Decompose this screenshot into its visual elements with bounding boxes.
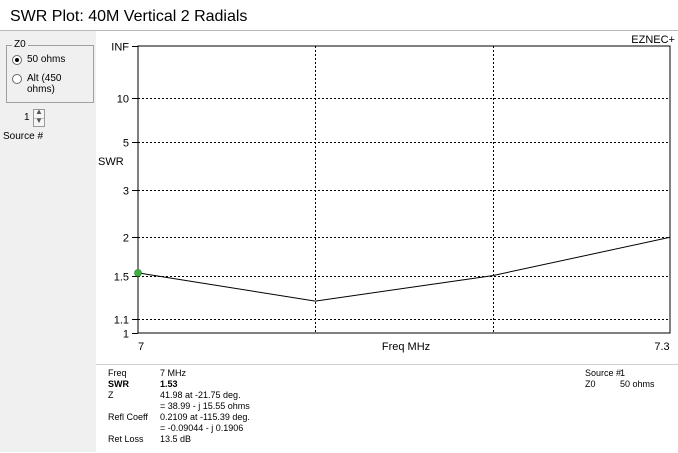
- y-tick-label: 3: [123, 186, 129, 198]
- spinner-up-button[interactable]: ▲: [34, 107, 44, 119]
- arrow-up-icon: ▲: [35, 107, 43, 116]
- spinner-down-button[interactable]: ▼: [34, 116, 44, 127]
- swr-value: 1.53: [160, 379, 178, 389]
- swr-plot-area[interactable]: INF 10 5 3 2 1.5 1.1 1 7 7.3 Freq MHz SWR EZNEC+: [96, 31, 678, 364]
- source-spinner[interactable]: ▲ ▼: [33, 107, 45, 127]
- y-tick-label: 10: [117, 94, 129, 106]
- x-axis-title: Freq MHz: [382, 341, 430, 353]
- radio-button-unchecked[interactable]: [12, 74, 22, 84]
- z0-option-50-ohms[interactable]: 50 ohms: [12, 54, 65, 65]
- frequency-marker: [134, 269, 142, 277]
- freq-label: Freq: [108, 368, 127, 378]
- y-axis-title: SWR: [98, 156, 124, 168]
- refl-coeff-rect: = -0.09044 - j 0.1906: [160, 423, 244, 433]
- x-tick-label-start: 7: [138, 341, 144, 353]
- y-tick-label: 5: [123, 138, 129, 150]
- ret-loss-value: 13.5 dB: [160, 434, 192, 444]
- x-tick-label-end: 7.3: [654, 341, 669, 353]
- title-divider: [0, 30, 678, 31]
- eznec-watermark: EZNEC+: [631, 34, 675, 46]
- z0-group-legend: Z0: [12, 39, 28, 50]
- source-label: Source #: [3, 131, 44, 142]
- ret-loss-label: Ret Loss: [108, 434, 144, 444]
- swr-label: SWR: [108, 379, 129, 389]
- source-spinner-value: 1: [24, 112, 30, 123]
- radio-button-checked[interactable]: [12, 55, 22, 65]
- y-tick-label: 2: [123, 233, 129, 245]
- arrow-down-icon: ▼: [35, 116, 43, 125]
- freq-value: 7 MHz: [160, 368, 187, 378]
- plot-frame: [137, 45, 671, 334]
- y-tick-label: 1.5: [114, 272, 129, 284]
- z0-option-alt-label: Alt (450 ohms): [27, 73, 62, 95]
- z0-readout-value: 50 ohms: [620, 379, 655, 389]
- z-label: Z: [108, 390, 114, 400]
- swr-curve: [137, 236, 671, 302]
- readout-panel: Freq 7 MHz SWR 1.53 Z 41.98 at -21.75 de…: [96, 364, 678, 453]
- z0-readout-label: Z0: [585, 379, 596, 389]
- z-value-rect: = 38.99 - j 15.55 ohms: [160, 401, 250, 411]
- y-tick-label: INF: [111, 42, 129, 54]
- source-number-value: 1: [620, 368, 626, 378]
- z0-group-box: Z0 50 ohms Alt (450 ohms): [6, 39, 94, 103]
- window-title: SWR Plot: 40M Vertical 2 Radials: [10, 8, 248, 25]
- z0-option-alt[interactable]: Alt (450 ohms): [12, 73, 75, 95]
- z-value-polar: 41.98 at -21.75 deg.: [160, 390, 241, 400]
- y-tick-label: 1: [123, 329, 129, 341]
- refl-coeff-polar: 0.2109 at -115.39 deg.: [160, 412, 250, 422]
- y-tick-label: 1.1: [114, 315, 129, 327]
- z0-option-50-label: 50 ohms: [27, 54, 66, 65]
- refl-coeff-label: Refl Coeff: [108, 412, 148, 422]
- swr-chart[interactable]: INF 10 5 3 2 1.5 1.1 17 7.3 Freq MHz SWR EZNEC+: [96, 31, 678, 364]
- source-number-label: Source #: [585, 368, 622, 378]
